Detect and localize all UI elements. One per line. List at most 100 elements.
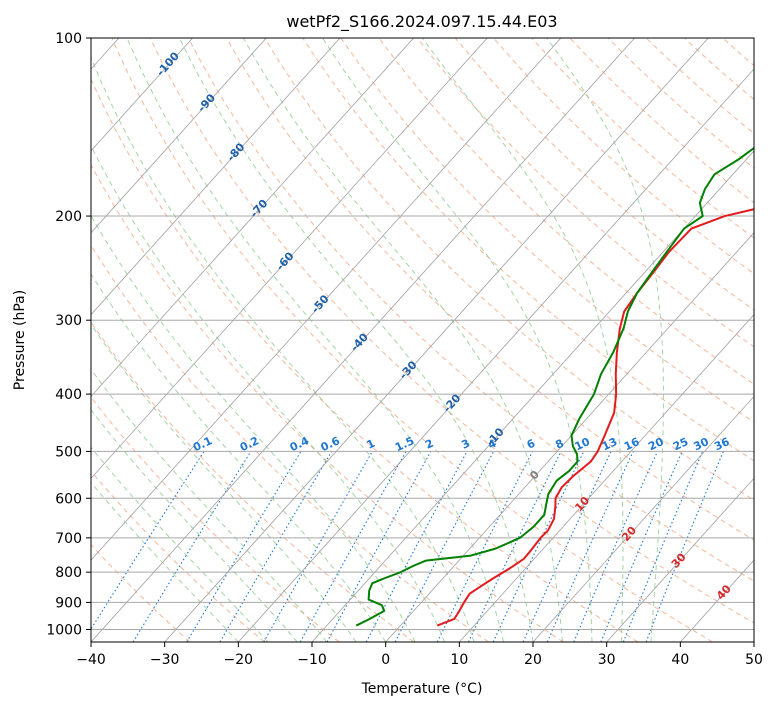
y-tick-label: 500 (55, 444, 82, 460)
dry-adiabat-line (761, 38, 775, 642)
y-tick-label: 700 (55, 531, 82, 547)
isotherm-line (532, 395, 754, 642)
moist-adiabat-line (91, 368, 328, 642)
mixing-ratio-line (573, 451, 658, 642)
dewpoint-profile-line (355, 146, 754, 627)
isotherm-line (459, 313, 754, 642)
dry-adiabat-line (91, 244, 489, 642)
y-tick-label: 600 (55, 491, 82, 507)
x-axis: −40 −30 −20 −10 0 10 20 30 40 50 (76, 642, 763, 668)
dry-adiabat-line (302, 38, 754, 462)
y-axis-label: Pressure (hPa) (12, 290, 28, 390)
mixing-ratio-line (263, 451, 373, 642)
dry-adiabat-line (91, 163, 564, 642)
y-tick-label: 100 (55, 31, 82, 47)
background-lines (91, 38, 775, 642)
dry-adiabat-line (149, 38, 754, 624)
dry-adiabat-line (187, 38, 754, 582)
isotherm-line (91, 38, 267, 234)
mixing-ratio-label: 13 (600, 435, 619, 453)
dry-adiabat-line (111, 38, 713, 642)
dry-adiabat-line (416, 38, 754, 348)
chart-title: wetPf2_S166.2024.097.15.44.E03 (286, 12, 557, 32)
dry-adiabat-line (683, 38, 754, 101)
isoline-labels: 0.1 0.2 0.4 0.6 1 1.5 2 3 4 6 8 10 13 16 20 25 30 36-100-… (154, 49, 734, 602)
profile-series (355, 146, 754, 627)
mixing-ratio-line (468, 451, 562, 642)
mixing-ratio-label: 10 (573, 435, 593, 453)
moist-adiabat-line (91, 56, 475, 642)
isotherm-line (238, 68, 754, 642)
isotherm-line (606, 477, 754, 642)
mixing-ratio-label: 36 (712, 435, 732, 453)
mixing-ratio-line (132, 451, 252, 642)
moist-adiabat-line (91, 481, 239, 642)
isotherm-line (680, 559, 754, 642)
mixing-ratio-label: 6 (525, 437, 538, 452)
x-tick-label: −30 (150, 652, 180, 668)
dry-adiabat-line (91, 470, 265, 642)
plot-frame (90, 37, 755, 643)
x-tick-label: −10 (297, 652, 327, 668)
mixing-ratio-line (326, 451, 432, 642)
mixing-ratio-line (546, 451, 634, 642)
dry-adiabat-line (91, 396, 340, 642)
dry-adiabat-line (531, 38, 754, 239)
moist-adiabat-line (91, 323, 357, 642)
y-tick-label: 300 (55, 313, 82, 329)
y-tick-label: 1000 (46, 622, 82, 638)
dry-adiabat-line (378, 38, 754, 385)
isotherm-line (385, 232, 754, 642)
moist-adiabat-line (322, 38, 593, 642)
mixing-ratio-label: 16 (622, 435, 642, 453)
x-tick-label: −40 (76, 652, 106, 668)
mixing-ratio-line (600, 451, 683, 642)
dry-adiabat-line (645, 38, 754, 135)
x-tick-label: 0 (381, 652, 390, 668)
moist-adiabat-line (91, 144, 446, 642)
mixing-ratio-line (645, 451, 724, 642)
y-tick-label: 800 (55, 565, 82, 581)
x-tick-label: 10 (450, 652, 468, 668)
mixing-ratio-line (436, 451, 534, 642)
isotherm-line (91, 38, 488, 479)
plot-area: 0.1 0.2 0.4 0.6 1 1.5 2 3 4 6 8 10 13 16 20 25 30 36-100-… (91, 38, 775, 642)
mixing-ratio-label: 2 (423, 437, 435, 452)
isotherm-line (91, 38, 193, 152)
moist-adiabat-line (421, 38, 624, 642)
dry-adiabat-line (91, 77, 639, 642)
x-tick-label: −20 (224, 652, 254, 668)
isotherm-line (753, 641, 754, 642)
dry-adiabat-line (91, 543, 191, 642)
dry-adiabat-line (225, 38, 754, 541)
y-tick-label: 400 (55, 387, 82, 403)
moist-adiabat-line (242, 38, 563, 642)
mixing-ratio-label: 20 (646, 435, 666, 453)
moist-adiabat-line (91, 273, 387, 642)
moist-adiabat-line (91, 409, 298, 642)
moist-adiabat-line (91, 446, 269, 642)
x-tick-label: 40 (671, 652, 689, 668)
isotherm-line (91, 38, 414, 398)
moist-adiabat-line (126, 38, 505, 642)
isotherm-line (91, 38, 635, 642)
mixing-ratio-line (91, 451, 205, 630)
isotherm-line (164, 38, 709, 642)
mixing-ratio-label: 30 (692, 435, 712, 453)
isotherm-line (91, 38, 341, 316)
y-tick-label: 900 (55, 595, 82, 611)
mixing-ratio-label: 25 (671, 435, 690, 453)
mixing-ratio-line (622, 451, 704, 642)
temperature-profile-line (436, 208, 754, 627)
x-tick-label: 20 (524, 652, 542, 668)
mixing-ratio-line (299, 451, 407, 642)
x-tick-label: 30 (598, 652, 616, 668)
dry-adiabat-line (264, 38, 754, 501)
x-axis-label: Temperature (°C) (361, 681, 483, 697)
isotherm-line (91, 38, 562, 561)
isotherm-line (311, 150, 754, 642)
y-tick-label: 200 (55, 209, 82, 225)
mixing-ratio-label: 3 (459, 437, 471, 452)
y-axis: 100 200 300 400 500 600 700 800 900 1000 (46, 31, 91, 638)
